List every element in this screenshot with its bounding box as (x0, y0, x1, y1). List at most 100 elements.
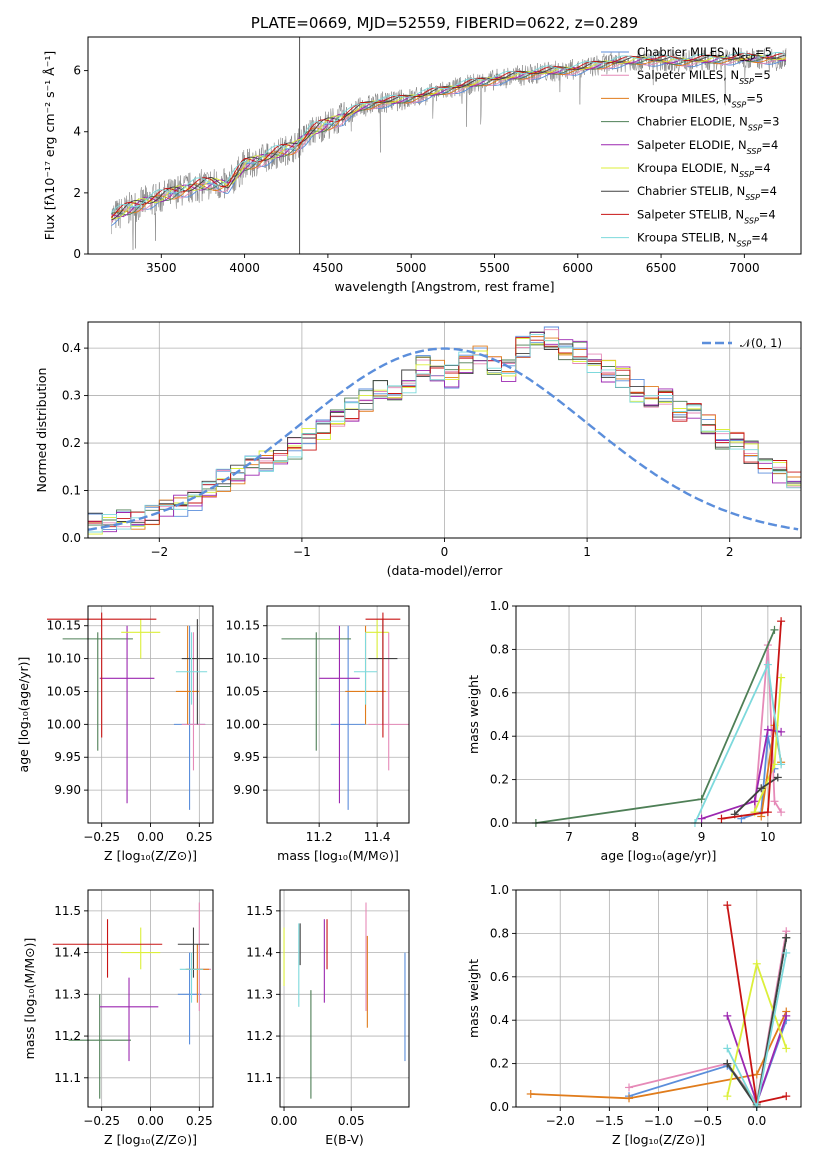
y-tick-label: 9.95 (233, 750, 260, 764)
weight-marker (526, 1089, 535, 1098)
y-tick-label: 11.2 (54, 1029, 81, 1043)
normal-curve (88, 347, 799, 531)
y-tick-label: 6 (73, 64, 81, 78)
legend-entry: Kroupa STELIB, NSSP=4 (637, 231, 768, 249)
y-tick-label: 10.00 (226, 717, 260, 731)
x-tick-label: 4500 (313, 261, 344, 275)
mass-vs-metallicity-panel: −0.25 0.00 0.25 11.1 11.2 11.3 11.4 11.5 Z [log₁… (22, 889, 214, 1147)
x-tick-label: 6500 (646, 261, 677, 275)
data-point-0 (330, 625, 366, 810)
legend-entry: 𝒩(0, 1) (740, 336, 782, 350)
weight-marker (723, 1092, 732, 1101)
y-tick-label: 0.1 (62, 484, 81, 498)
y-tick-label: 10.10 (226, 652, 260, 666)
y-tick-label: 0.4 (490, 729, 509, 743)
weight-line-2 (530, 1011, 788, 1100)
chart-title: PLATE=0669, MJD=52559, FIBERID=0622, z=0… (251, 14, 638, 32)
data-point-8 (175, 632, 208, 705)
y-tick-label: 0.2 (490, 1057, 509, 1071)
x-tick-label: 3500 (146, 261, 177, 275)
legend-entry: Chabrier MILES, NSSP=5 (637, 45, 772, 63)
weight-vs-metallicity-panel: −2.0 −1.5 −1.0 −0.5 0.0 0.0 0.2 0.4 0.6 0.8 1.0 Z [… (466, 883, 802, 1147)
weight-marker (717, 814, 726, 823)
y-axis-label: mass [log₁₀(M/M⊙)] (22, 938, 37, 1060)
y-tick-label: 0.4 (490, 1013, 509, 1027)
spectrum-plot-area (110, 37, 787, 254)
x-tick-label: 4000 (229, 261, 260, 275)
y-tick-label: 10.00 (47, 717, 81, 731)
y-axis-label: mass weight (466, 959, 481, 1038)
y-tick-label: 11.5 (54, 904, 81, 918)
y-tick-label: 0.8 (490, 926, 509, 940)
data-point-1 (368, 632, 409, 771)
weight-marker (763, 660, 772, 669)
legend-entry: Kroupa MILES, NSSP=5 (637, 91, 763, 109)
weight-marker (782, 948, 791, 957)
y-tick-label: 11.2 (246, 1029, 273, 1043)
mass-vs-ebv-panel: 0.00 0.05 11.1 11.2 11.3 11.4 11.5 E(B-V) (246, 889, 410, 1147)
x-tick-label: 7 (565, 830, 573, 844)
y-tick-label: 0.2 (62, 436, 81, 450)
data-point-8 (179, 952, 204, 1003)
weight-marker (782, 1092, 791, 1101)
x-tick-label: 8 (631, 830, 639, 844)
x-axis-label: Z [log₁₀(Z/Z⊙)] (612, 1132, 705, 1147)
y-tick-label: 10.15 (226, 619, 260, 633)
weight-marker (777, 808, 786, 817)
x-tick-label: 0.25 (186, 1114, 213, 1128)
weight-line-1 (753, 645, 782, 813)
legend-entry: Chabrier ELODIE, NSSP=3 (637, 115, 779, 133)
weight-marker (782, 933, 791, 942)
y-tick-label: 11.4 (54, 946, 81, 960)
x-tick-label: 0.25 (186, 830, 213, 844)
spectrum-panel: PLATE=0669, MJD=52559, FIBERID=0622, z=0… (42, 14, 802, 294)
y-tick-label: 2 (73, 186, 81, 200)
weight-marker (723, 1044, 732, 1053)
spectrum-data-line (111, 47, 787, 250)
y-tick-label: 0.2 (490, 773, 509, 787)
x-tick-label: 1 (583, 545, 591, 559)
y-tick-label: 1.0 (490, 599, 509, 613)
weight-marker (625, 1094, 634, 1103)
data-point-1 (181, 632, 206, 771)
weight-marker (697, 814, 706, 823)
x-tick-label: 0.05 (338, 1114, 365, 1128)
legend-entry: Kroupa ELODIE, NSSP=4 (637, 161, 771, 179)
y-tick-label: 11.4 (246, 946, 273, 960)
model-line-8 (110, 51, 787, 213)
data-point-7 (46, 612, 157, 738)
y-axis-label: Normed distribution (34, 368, 49, 493)
y-tick-label: 0.6 (490, 970, 509, 984)
x-axis-label: wavelength [Angstrom, rest frame] (334, 279, 554, 294)
age-vs-mass-panel: 11.2 11.4 9.90 9.95 10.00 10.05 10.10 10.15 mass… (226, 605, 410, 863)
weight-marker (625, 1083, 634, 1092)
y-tick-label: 11.1 (54, 1071, 81, 1085)
weight-marker (777, 617, 786, 626)
weight-marker (752, 1070, 761, 1079)
x-axis-label: age [log₁₀(age/yr)] (601, 848, 717, 863)
x-axis-label: (data-model)/error (387, 563, 504, 578)
data-point-4 (99, 625, 155, 804)
axes-frame (515, 605, 802, 824)
y-tick-label: 0.0 (490, 816, 509, 830)
x-tick-label: 9 (698, 830, 706, 844)
y-tick-label: 11.1 (246, 1071, 273, 1085)
y-tick-label: 9.90 (54, 783, 81, 797)
y-tick-label: 0.0 (62, 531, 81, 545)
y-tick-label: 1.0 (490, 883, 509, 897)
y-tick-label: 0.4 (62, 341, 81, 355)
residuals-plot-area (88, 326, 801, 535)
y-tick-label: 11.3 (246, 987, 273, 1001)
histogram-step-8 (88, 333, 801, 533)
x-tick-label: 0 (441, 545, 449, 559)
y-tick-label: 11.5 (246, 904, 273, 918)
histogram-step-7 (88, 337, 801, 528)
y-tick-label: 4 (73, 125, 81, 139)
x-tick-label: −2 (150, 545, 168, 559)
y-tick-label: 11.3 (54, 987, 81, 1001)
weight-marker (782, 1011, 791, 1020)
y-axis-label: Flux [fλ10⁻¹⁷ erg cm⁻² s⁻¹ Å⁻¹] (42, 51, 57, 240)
x-tick-label: 0.0 (747, 1114, 766, 1128)
weight-marker (723, 1059, 732, 1068)
x-tick-label: 7000 (729, 261, 760, 275)
